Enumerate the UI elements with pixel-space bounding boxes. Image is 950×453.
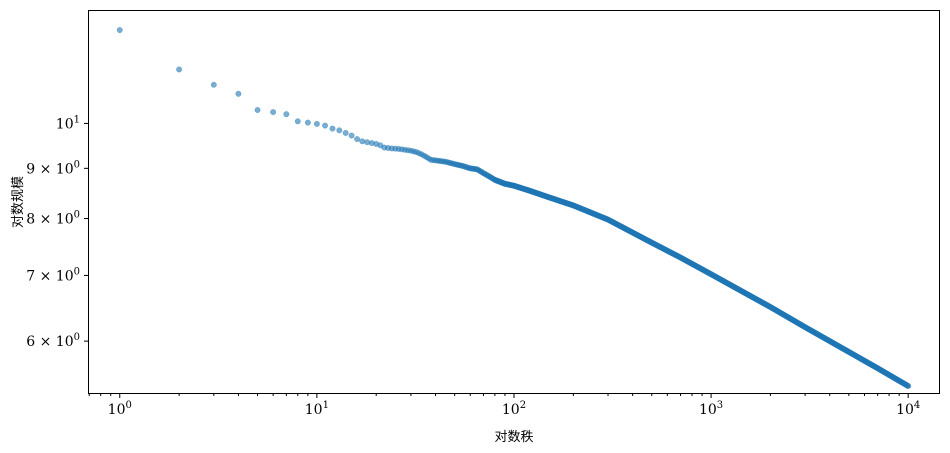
x-axis-label: 对数秩 bbox=[494, 430, 533, 445]
data-point bbox=[313, 120, 320, 127]
data-point bbox=[336, 127, 343, 134]
x-tick-label: 102 bbox=[502, 400, 526, 418]
data-point bbox=[283, 111, 290, 118]
y-tick-label: 8 × 100 bbox=[26, 210, 80, 228]
data-point bbox=[354, 136, 361, 143]
plot-frame bbox=[88, 10, 940, 394]
data-point bbox=[905, 383, 912, 389]
x-tick-label: 101 bbox=[305, 400, 329, 418]
y-axis: 6 × 100 7 × 100 8 × 100 9 × 100 101 bbox=[26, 114, 88, 350]
plot-background bbox=[88, 10, 940, 394]
data-point bbox=[176, 66, 183, 73]
data-point bbox=[322, 122, 328, 129]
data-point bbox=[235, 90, 242, 97]
y-tick-label: 9 × 100 bbox=[26, 159, 80, 177]
y-axis-label: 对数规模 bbox=[11, 176, 26, 228]
y-tick-label: 101 bbox=[56, 114, 80, 132]
data-point bbox=[348, 132, 355, 139]
x-tick-label: 104 bbox=[896, 400, 920, 418]
data-point bbox=[342, 129, 349, 136]
y-tick-label: 7 × 100 bbox=[26, 266, 80, 284]
data-point bbox=[294, 118, 301, 125]
data-point bbox=[210, 81, 217, 88]
x-tick-label: 100 bbox=[108, 400, 132, 418]
data-point bbox=[116, 27, 123, 34]
data-point bbox=[270, 109, 277, 116]
y-tick-label: 6 × 100 bbox=[26, 332, 80, 350]
data-point bbox=[304, 119, 311, 126]
data-point bbox=[359, 138, 366, 145]
data-points bbox=[116, 27, 912, 389]
x-tick-label: 103 bbox=[699, 400, 723, 418]
data-point bbox=[254, 107, 261, 113]
x-axis: 100 101 102 103 104 bbox=[88, 394, 920, 418]
data-point bbox=[329, 125, 336, 132]
